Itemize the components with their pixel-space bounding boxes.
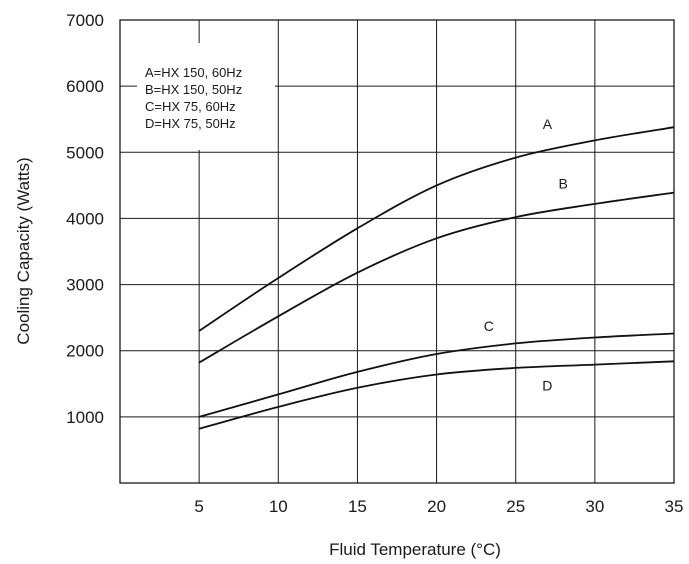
series-line-b <box>198 191 675 364</box>
x-tick-label: 25 <box>506 497 525 516</box>
x-tick-label: 20 <box>427 497 446 516</box>
x-tick-label: 5 <box>194 497 203 516</box>
plot-frame <box>119 19 675 484</box>
legend-entry-b: B=HX 150, 50Hz <box>145 82 242 97</box>
series-label-a: A <box>543 116 553 132</box>
series-line-c <box>198 332 675 418</box>
series-labels: A B C D <box>484 116 568 393</box>
x-tick-label: 10 <box>269 497 288 516</box>
legend-entry-c: C=HX 75, 60Hz <box>145 99 236 114</box>
series-curves <box>198 126 675 430</box>
x-tick-label: 30 <box>585 497 604 516</box>
y-tick-label: 1000 <box>66 408 104 427</box>
y-tick-label: 5000 <box>66 143 104 162</box>
legend-entry-d: D=HX 75, 50Hz <box>145 116 236 131</box>
series-line-a <box>198 126 675 332</box>
x-axis-title: Fluid Temperature (°C) <box>329 540 501 559</box>
series-label-d: D <box>542 377 552 393</box>
y-tick-label: 7000 <box>66 11 104 30</box>
y-tick-label: 3000 <box>66 276 104 295</box>
x-tick-label: 35 <box>665 497 684 516</box>
axis-ticks: 5 10 15 20 25 30 35 1000 2000 3000 4000 5000 6000 700… <box>66 11 683 516</box>
legend-background <box>137 43 275 150</box>
y-tick-label: 2000 <box>66 342 104 361</box>
x-tick-label: 15 <box>348 497 367 516</box>
legend-box: A=HX 150, 60Hz B=HX 150, 50Hz C=HX 75, 6… <box>137 43 275 150</box>
series-line-d <box>198 360 675 430</box>
y-tick-label: 4000 <box>66 209 104 228</box>
series-label-b: B <box>559 176 568 192</box>
y-axis-title: Cooling Capacity (Watts) <box>14 157 33 344</box>
series-label-c: C <box>484 318 494 334</box>
legend-entry-a: A=HX 150, 60Hz <box>145 65 242 80</box>
y-tick-label: 6000 <box>66 77 104 96</box>
